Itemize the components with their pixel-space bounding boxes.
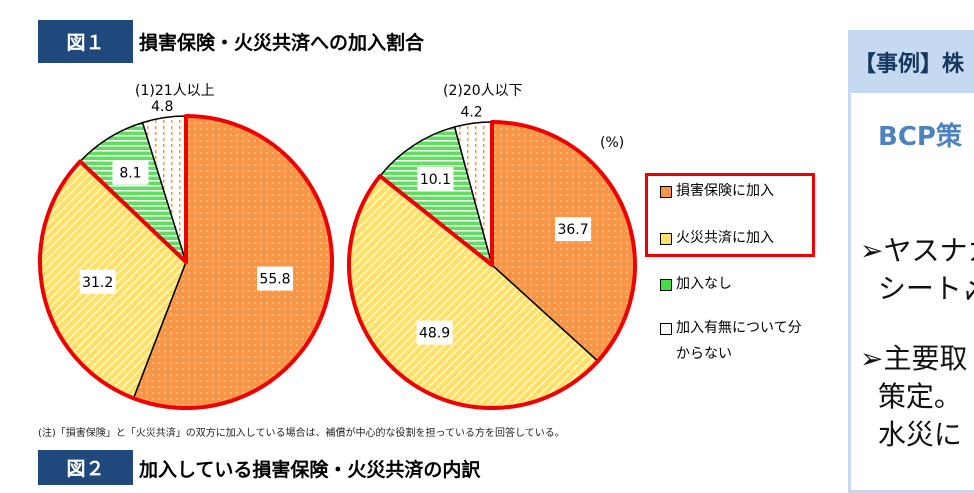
- case-bullet-2: ➢主要取 策定。 水災に: [860, 342, 968, 451]
- unit-label: (%): [600, 135, 625, 151]
- bullet-line: 主要取: [883, 342, 968, 375]
- legend-item: 加入なし: [660, 276, 732, 297]
- pie-charts: 55.8 31.2 8.1 4.8 36.7 48.9 10.1 4.2: [38, 99, 637, 410]
- legend-swatch: [660, 279, 672, 291]
- legend-label: 火災共済に加入: [676, 230, 774, 246]
- pie-2-data-label-2: 48.9: [419, 326, 450, 342]
- legend-swatch: [660, 233, 672, 245]
- figure-1-title: 損害保険・火災共済への加入割合: [139, 32, 425, 54]
- pie-1-data-label-2: 31.2: [82, 275, 113, 291]
- figure-2-title: 加入している損害保険・火災共済の内訳: [139, 459, 481, 481]
- legend-item: 火災共済に加入: [660, 230, 774, 251]
- legend-highlight-box: [645, 173, 815, 257]
- pie-1-data-label-3: 8.1: [119, 166, 141, 182]
- pie-2-label-bg-3: [417, 166, 454, 191]
- pie-2-title: (2)20人以下: [443, 83, 523, 99]
- case-panel-heading: 【事例】株: [848, 30, 974, 93]
- legend-swatch: [660, 323, 672, 335]
- pie-2-highlight: [347, 120, 637, 410]
- bullet-line: ヤスナカ: [883, 234, 974, 267]
- case-panel-subheading: BCP策: [878, 122, 962, 152]
- pie-2-data-label-1: 36.7: [557, 222, 588, 238]
- legend-item: 加入有無について分からない: [660, 320, 806, 367]
- figure-2-label: 図２: [38, 450, 133, 485]
- legend-label: 損害保険に加入: [676, 183, 774, 199]
- bullet-line: シート〆: [877, 272, 974, 305]
- pie-1-label-bg-1: [256, 266, 293, 291]
- pie-1-title: (1)21人以上: [135, 83, 215, 99]
- legend-label: 加入有無について分からない: [676, 320, 802, 362]
- pie-2-label-bg-1: [555, 217, 592, 242]
- figure-1-label: 図１: [38, 20, 133, 63]
- pie-1-data-label-4: 4.8: [151, 99, 173, 115]
- pie-2-data-label-3: 10.1: [420, 172, 451, 188]
- legend-item: 損害保険に加入: [660, 183, 774, 204]
- case-bullet-1: ➢ヤスナカ シート〆: [860, 232, 974, 308]
- bullet-line: 水災に: [877, 418, 962, 451]
- pie-1-highlight: [38, 114, 334, 410]
- bullet-line: 策定。: [877, 380, 962, 413]
- case-panel: [848, 30, 974, 493]
- pie-1-label-bg-2: [79, 269, 116, 294]
- pie-1-label-bg-3: [112, 160, 149, 185]
- legend-label: 加入なし: [676, 276, 732, 292]
- footnote: (注)「損害保険」と「火災共済」の双方に加入している場合は、補償が中心的な役割を…: [38, 428, 565, 439]
- pie-2-data-label-4: 4.2: [460, 104, 482, 120]
- pie-2-label-bg-2: [416, 320, 453, 345]
- legend-swatch: [660, 186, 672, 198]
- pie-1-data-label-1: 55.8: [259, 272, 290, 288]
- pie-2-slice-3: [378, 126, 494, 268]
